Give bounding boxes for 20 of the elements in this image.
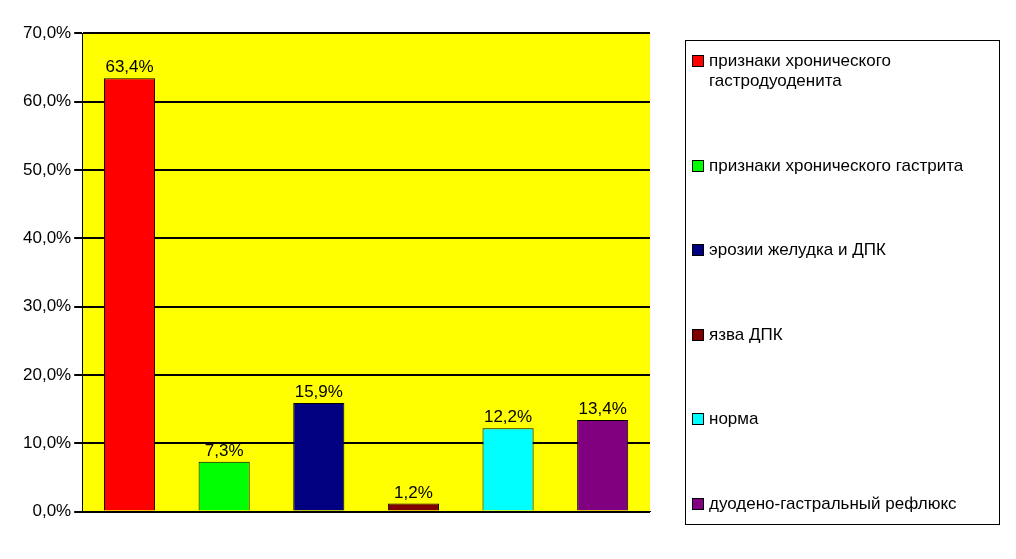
legend-label: признаки хронического гастродуоденита [709, 51, 892, 91]
data-label: 12,2% [483, 407, 533, 427]
data-label: 63,4% [105, 57, 154, 77]
y-tick-label: 10,0% [23, 432, 72, 452]
legend-label: язва ДПК [709, 324, 783, 345]
y-tick-label: 50,0% [23, 159, 72, 179]
data-label: 1,2% [394, 482, 433, 502]
legend-label: признаки хронического гастрита [709, 155, 964, 176]
data-label: 7,3% [204, 440, 244, 460]
y-tick-label: 20,0% [23, 364, 72, 384]
legend-label: норма [709, 409, 759, 430]
data-label: 13,4% [578, 399, 627, 419]
legend-label: эрозии желудка и ДПК [709, 240, 886, 261]
y-tick-label: 40,0% [23, 227, 72, 247]
y-tick-label: 60,0% [23, 91, 72, 111]
data-label: 15,9% [294, 382, 343, 402]
legend-label: дуодено-гастральный рефлюкс [709, 493, 957, 514]
y-tick-label: 70,0% [23, 22, 72, 42]
y-tick-label: 0,0% [32, 501, 72, 521]
y-tick-label: 30,0% [23, 296, 72, 316]
